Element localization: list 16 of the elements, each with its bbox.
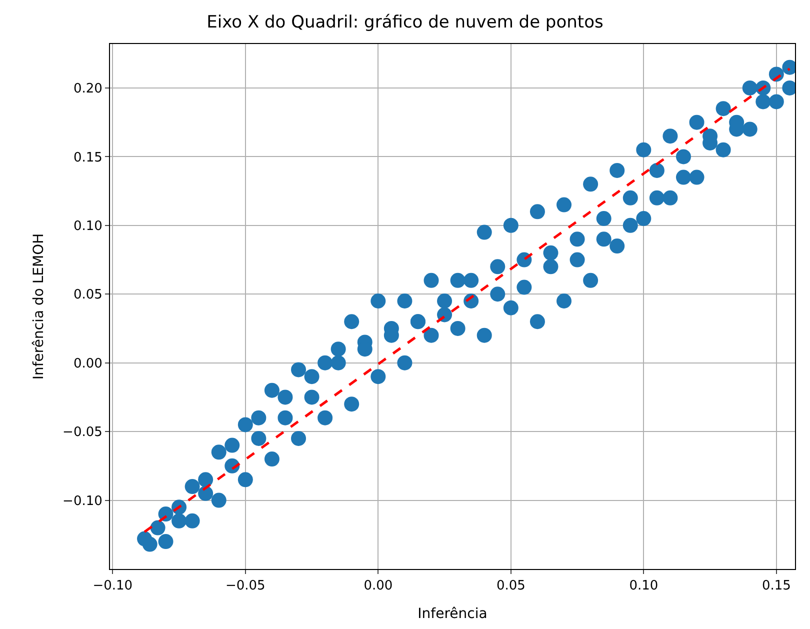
y-tick-label: 0.20 [73,82,102,97]
y-tick-label: 0.00 [73,356,102,372]
x-tick-label: 0.05 [496,578,526,594]
x-tick-label: −0.05 [225,578,266,594]
x-tick-label: 0.00 [364,578,393,594]
y-tick-label: 0.15 [73,150,102,166]
x-axis-title: Inferência [418,606,488,622]
y-tick-label: −0.10 [62,494,102,509]
chart-title: Eixo X do Quadril: gráfico de nuvem de pontos [206,12,604,33]
y-axis-title: Inferência do LEMOH [31,233,48,380]
x-tick-label: −0.10 [92,578,133,594]
x-tick-label: 0.15 [762,578,791,594]
y-tick-label: 0.10 [73,218,102,234]
y-tick-label: −0.05 [62,425,102,440]
y-tick-label: 0.05 [73,288,102,303]
x-tick-label: 0.10 [629,578,658,594]
